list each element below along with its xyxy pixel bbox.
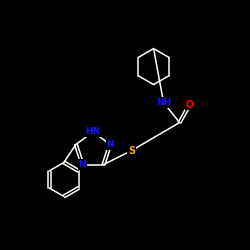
- Text: N: N: [106, 140, 114, 149]
- Text: NH: NH: [156, 98, 171, 107]
- Text: HN: HN: [86, 128, 100, 136]
- Text: N: N: [78, 160, 86, 169]
- Text: S: S: [128, 146, 135, 156]
- Text: O: O: [186, 100, 194, 110]
